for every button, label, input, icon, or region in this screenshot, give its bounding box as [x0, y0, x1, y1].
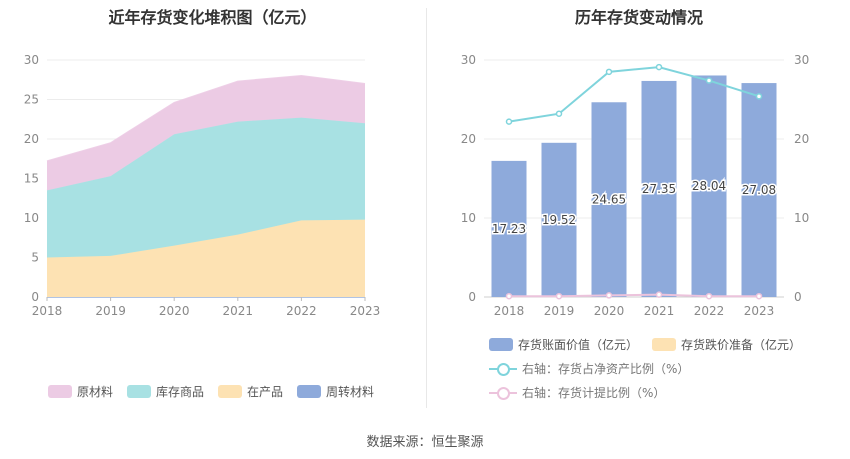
bar-2021	[641, 80, 677, 297]
legend-label: 周转材料	[326, 385, 375, 399]
stacked-area-legend: 原材料 库存商品 在产品 周转材料	[48, 383, 388, 400]
legend-item-原材料[interactable]: 原材料	[48, 383, 113, 400]
legend-item-右轴存货占净资产比例[interactable]: 右轴：存货占净资产比例（%）	[489, 360, 689, 377]
stacked-area-title: 近年存货变化堆积图（亿元）	[108, 8, 317, 27]
bar-value-label: 27.35	[642, 182, 676, 196]
x-tick-label: 2018	[32, 304, 63, 318]
legend-item-右轴存货计提比例[interactable]: 右轴：存货计提比例（%）	[489, 384, 665, 401]
legend-swatch	[48, 385, 72, 398]
x-tick-label: 2022	[286, 304, 317, 318]
bar-value-label: 27.08	[742, 183, 776, 197]
stacked-area-chart: 0 5 10 15 20 25 30 2018 2019 2020 2021 2022 2023	[24, 53, 381, 318]
x-tick-label: 2020	[159, 304, 190, 318]
bar-value-label: 28.04	[692, 179, 726, 193]
line-point	[705, 292, 713, 300]
area-原材料	[47, 75, 365, 191]
y-tick-label-right: 10	[794, 211, 809, 225]
legend-swatch	[297, 385, 322, 398]
x-tick-label: 2021	[223, 304, 254, 318]
line-point	[755, 93, 763, 100]
y-tick-label-left: 10	[461, 211, 476, 225]
legend-swatch	[489, 338, 513, 351]
line-point	[655, 291, 663, 298]
data-source: 数据来源：恒生聚源	[366, 435, 484, 450]
line-point	[555, 110, 563, 117]
y-tick-label: 25	[24, 93, 39, 107]
line-point	[705, 77, 713, 84]
y-tick-label-right: 30	[794, 53, 809, 67]
line-point	[505, 118, 513, 125]
line-legend-provision: 右轴：存货计提比例（%）	[489, 384, 679, 401]
legend-swatch	[652, 338, 677, 351]
x-tick-label: 2020	[594, 304, 625, 318]
x-tick-label: 2023	[744, 304, 775, 318]
y-tick-label: 10	[24, 211, 39, 225]
legend-item-周转材料[interactable]: 周转材料	[297, 383, 374, 400]
y-tick-label: 5	[31, 251, 39, 265]
x-tick-label: 2021	[644, 304, 675, 318]
legend-label: 库存商品	[156, 385, 205, 399]
line-point	[605, 68, 613, 76]
bar-line-panel: 历年存货变动情况 0 0 10 10 20 20 30 30 17.23 19.52 24.65 27…	[428, 0, 850, 420]
bar-value-label: 19.52	[542, 213, 576, 227]
x-tick-label: 2019	[544, 304, 575, 318]
legend-label: 右轴：存货计提比例（%）	[522, 386, 666, 400]
line-point	[605, 292, 613, 299]
y-tick-label: 20	[24, 132, 39, 146]
legend-swatch	[127, 385, 152, 398]
y-tick-label-left: 0	[468, 290, 476, 304]
line-point	[505, 292, 513, 300]
panel-divider	[426, 8, 427, 408]
line-point	[755, 292, 763, 300]
legend-item-存货账面价值亿元[interactable]: 存货账面价值（亿元）	[489, 336, 638, 353]
line-右轴存货占净资产比例	[508, 66, 760, 123]
bar-2019	[541, 142, 577, 297]
y-tick-label-left: 20	[461, 132, 476, 146]
line-右轴存货计提比例	[509, 293, 759, 298]
bar-value-label: 17.23	[492, 222, 526, 236]
area-edge-原材料	[46, 75, 366, 162]
area-在产品	[47, 219, 365, 297]
bar-2020	[591, 102, 627, 297]
legend-label: 右轴：存货占净资产比例（%）	[522, 362, 690, 376]
bar-2018	[491, 160, 527, 297]
stacked-area-panel: 近年存货变化堆积图（亿元） 0 5 10 15 20 25 30 2018 2019 2020 20…	[0, 0, 425, 420]
line-legend-ratio: 右轴：存货占净资产比例（%）	[489, 360, 703, 377]
legend-line-marker-icon	[489, 386, 517, 400]
x-tick-label: 2022	[694, 304, 725, 318]
y-tick-label-right: 20	[794, 132, 809, 146]
bar-2023	[741, 83, 777, 298]
legend-label: 存货账面价值（亿元）	[518, 338, 639, 352]
y-tick-label-left: 30	[461, 53, 476, 67]
line-point	[655, 63, 663, 71]
line-point	[555, 292, 563, 300]
legend-label: 原材料	[77, 385, 114, 399]
bar-line-title: 历年存货变动情况	[574, 8, 703, 27]
bar-2022	[691, 75, 727, 297]
bar-legend: 存货账面价值（亿元） 存货跌价准备（亿元）	[489, 336, 815, 353]
x-tick-label: 2019	[95, 304, 126, 318]
legend-swatch	[218, 385, 243, 398]
y-tick-label: 30	[24, 53, 39, 67]
legend-line-marker-icon	[489, 362, 517, 376]
legend-label: 存货跌价准备（亿元）	[681, 338, 802, 352]
y-tick-label: 15	[24, 172, 39, 186]
legend-item-存货跌价准备亿元[interactable]: 存货跌价准备（亿元）	[652, 336, 801, 353]
x-tick-label: 2023	[350, 304, 381, 318]
y-tick-label: 0	[31, 290, 39, 304]
bar-value-label: 24.65	[592, 193, 626, 207]
y-tick-label-right: 0	[794, 290, 802, 304]
area-库存商品	[47, 117, 365, 258]
legend-item-在产品[interactable]: 在产品	[218, 383, 283, 400]
legend-label: 在产品	[247, 385, 284, 399]
x-tick-label: 2018	[494, 304, 525, 318]
legend-item-库存商品[interactable]: 库存商品	[127, 383, 204, 400]
